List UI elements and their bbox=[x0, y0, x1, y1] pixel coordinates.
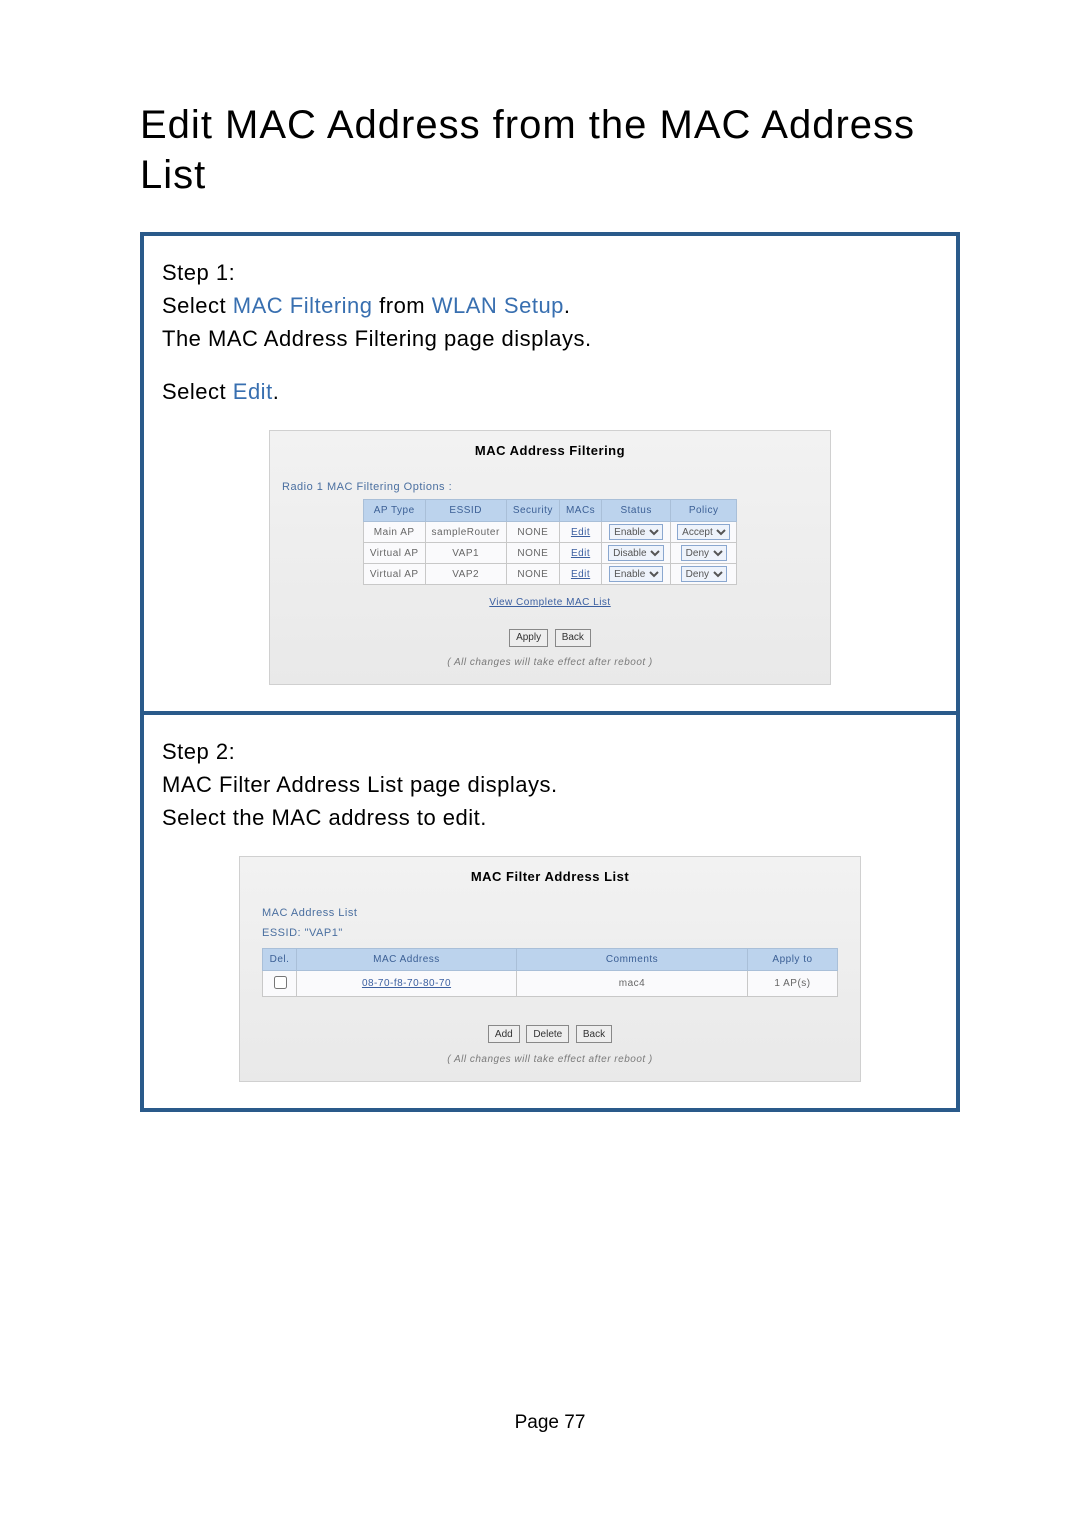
policy-select[interactable]: Accept bbox=[677, 524, 730, 540]
col-policy: Policy bbox=[671, 500, 737, 522]
back-button[interactable]: Back bbox=[555, 629, 591, 647]
col-comments: Comments bbox=[517, 948, 748, 970]
cell-policy: Deny bbox=[671, 564, 737, 585]
mac-address-link[interactable]: 08-70-f8-70-80-70 bbox=[362, 978, 451, 989]
col-security: Security bbox=[506, 500, 559, 522]
cell-status: Enable bbox=[602, 522, 671, 543]
mac-filter-address-list-panel: MAC Filter Address List MAC Address List… bbox=[239, 856, 861, 1082]
step-1-line-2: The MAC Address Filtering page displays. bbox=[162, 322, 938, 355]
page-footer: Page 77 bbox=[140, 1412, 960, 1434]
table-row: Virtual AP VAP1 NONE Edit Disable Deny bbox=[363, 543, 736, 564]
status-select[interactable]: Enable bbox=[609, 566, 663, 582]
mac-address-list-header: MAC Address List bbox=[262, 905, 838, 926]
step-1-line-3: Select Edit. bbox=[162, 375, 938, 408]
view-complete-mac-list-link[interactable]: View Complete MAC List bbox=[489, 597, 610, 608]
col-del: Del. bbox=[263, 948, 297, 970]
cell-essid: VAP1 bbox=[425, 543, 506, 564]
step-2: Step 2: MAC Filter Address List page dis… bbox=[144, 715, 956, 1108]
mac-filtering-panel: MAC Address Filtering Radio 1 MAC Filter… bbox=[269, 430, 831, 685]
cell-policy: Deny bbox=[671, 543, 737, 564]
step-1-label: Step 1: bbox=[162, 256, 938, 289]
step-2-line-1: MAC Filter Address List page displays. bbox=[162, 768, 938, 801]
status-select[interactable]: Disable bbox=[608, 545, 664, 561]
panel-subtitle: Radio 1 MAC Filtering Options : bbox=[270, 479, 830, 500]
delete-checkbox[interactable] bbox=[274, 976, 287, 989]
wlan-setup-link-text: WLAN Setup bbox=[432, 293, 564, 318]
add-button[interactable]: Add bbox=[488, 1025, 520, 1043]
cell-del bbox=[263, 970, 297, 996]
table-row: Virtual AP VAP2 NONE Edit Enable Deny bbox=[363, 564, 736, 585]
col-mac: MAC Address bbox=[297, 948, 517, 970]
col-apply: Apply to bbox=[748, 948, 838, 970]
cell-aptype: Main AP bbox=[363, 522, 425, 543]
text: . bbox=[273, 379, 280, 404]
mac-filtering-link-text: MAC Filtering bbox=[233, 293, 373, 318]
text: Select bbox=[162, 293, 233, 318]
text: from bbox=[373, 293, 432, 318]
policy-select[interactable]: Deny bbox=[681, 545, 727, 561]
cell-aptype: Virtual AP bbox=[363, 543, 425, 564]
cell-security: NONE bbox=[506, 522, 559, 543]
cell-apply: 1 AP(s) bbox=[748, 970, 838, 996]
mac-address-list-table: Del. MAC Address Comments Apply to 08-70… bbox=[262, 948, 838, 997]
cell-security: NONE bbox=[506, 564, 559, 585]
cell-policy: Accept bbox=[671, 522, 737, 543]
panel-title: MAC Address Filtering bbox=[270, 431, 830, 479]
cell-macs: Edit bbox=[559, 522, 601, 543]
edit-link-text: Edit bbox=[233, 379, 273, 404]
step-2-label: Step 2: bbox=[162, 735, 938, 768]
cell-essid: VAP2 bbox=[425, 564, 506, 585]
text: . bbox=[564, 293, 571, 318]
page-title: Edit MAC Address from the MAC Address Li… bbox=[140, 100, 960, 200]
edit-link[interactable]: Edit bbox=[571, 527, 590, 538]
mac-filtering-table: AP Type ESSID Security MACs Status Polic… bbox=[363, 499, 737, 585]
apply-button[interactable]: Apply bbox=[509, 629, 548, 647]
status-select[interactable]: Enable bbox=[609, 524, 663, 540]
back-button[interactable]: Back bbox=[576, 1025, 612, 1043]
cell-status: Disable bbox=[602, 543, 671, 564]
reboot-note: ( All changes will take effect after reb… bbox=[270, 655, 830, 670]
edit-link[interactable]: Edit bbox=[571, 569, 590, 580]
panel-title: MAC Filter Address List bbox=[240, 857, 860, 905]
col-essid: ESSID bbox=[425, 500, 506, 522]
col-status: Status bbox=[602, 500, 671, 522]
cell-comments: mac4 bbox=[517, 970, 748, 996]
col-ap-type: AP Type bbox=[363, 500, 425, 522]
step-2-line-2: Select the MAC address to edit. bbox=[162, 801, 938, 834]
cell-mac: 08-70-f8-70-80-70 bbox=[297, 970, 517, 996]
cell-security: NONE bbox=[506, 543, 559, 564]
col-macs: MACs bbox=[559, 500, 601, 522]
policy-select[interactable]: Deny bbox=[681, 566, 727, 582]
step-1-line-1: Select MAC Filtering from WLAN Setup. bbox=[162, 289, 938, 322]
cell-aptype: Virtual AP bbox=[363, 564, 425, 585]
essid-header: ESSID: "VAP1" bbox=[262, 925, 838, 944]
cell-status: Enable bbox=[602, 564, 671, 585]
steps-frame: Step 1: Select MAC Filtering from WLAN S… bbox=[140, 232, 960, 1112]
cell-essid: sampleRouter bbox=[425, 522, 506, 543]
delete-button[interactable]: Delete bbox=[526, 1025, 569, 1043]
edit-link[interactable]: Edit bbox=[571, 548, 590, 559]
cell-macs: Edit bbox=[559, 564, 601, 585]
cell-macs: Edit bbox=[559, 543, 601, 564]
table-row: 08-70-f8-70-80-70 mac4 1 AP(s) bbox=[263, 970, 838, 996]
step-1: Step 1: Select MAC Filtering from WLAN S… bbox=[144, 236, 956, 711]
reboot-note: ( All changes will take effect after reb… bbox=[240, 1052, 860, 1067]
text: Select bbox=[162, 379, 233, 404]
table-row: Main AP sampleRouter NONE Edit Enable Ac… bbox=[363, 522, 736, 543]
